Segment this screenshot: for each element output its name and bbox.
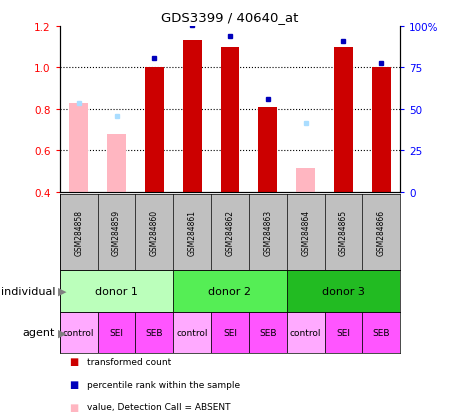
Text: GSM284864: GSM284864 [301, 209, 309, 255]
Text: value, Detection Call = ABSENT: value, Detection Call = ABSENT [87, 402, 230, 411]
Text: ■: ■ [69, 356, 78, 366]
Text: GSM284866: GSM284866 [376, 209, 385, 255]
Text: agent: agent [23, 328, 55, 337]
Text: control: control [289, 328, 321, 337]
Bar [371, 68, 390, 192]
Text: GSM284860: GSM284860 [150, 209, 158, 255]
Text: SEI: SEI [109, 328, 123, 337]
Text: SEI: SEI [223, 328, 236, 337]
Text: donor 2: donor 2 [208, 286, 251, 296]
Bar [211, 312, 248, 353]
Text: GSM284859: GSM284859 [112, 209, 121, 255]
Text: GSM284861: GSM284861 [187, 209, 196, 255]
Bar [324, 312, 362, 353]
Text: control: control [176, 328, 207, 337]
Bar [248, 312, 286, 353]
Bar [220, 47, 239, 192]
Bar [258, 107, 277, 192]
Text: donor 3: donor 3 [321, 286, 364, 296]
Text: GSM284862: GSM284862 [225, 209, 234, 255]
Text: individual: individual [1, 286, 55, 296]
Text: SEB: SEB [258, 328, 276, 337]
Bar [173, 271, 286, 312]
Text: ▶: ▶ [58, 286, 67, 296]
Text: SEB: SEB [372, 328, 389, 337]
Bar [135, 312, 173, 353]
Bar [107, 134, 126, 192]
Bar [286, 312, 324, 353]
Text: SEI: SEI [336, 328, 350, 337]
Text: SEB: SEB [146, 328, 163, 337]
Text: transformed count: transformed count [87, 357, 171, 366]
Text: control: control [63, 328, 94, 337]
Bar [60, 312, 97, 353]
Text: percentile rank within the sample: percentile rank within the sample [87, 380, 240, 389]
Text: ▶: ▶ [58, 328, 67, 337]
Bar [69, 103, 88, 192]
Text: ■: ■ [69, 379, 78, 389]
Bar [286, 271, 399, 312]
Bar [97, 312, 135, 353]
Text: GSM284865: GSM284865 [338, 209, 347, 255]
Title: GDS3399 / 40640_at: GDS3399 / 40640_at [161, 11, 298, 24]
Text: donor 1: donor 1 [95, 286, 138, 296]
Bar [333, 47, 352, 192]
Bar [145, 68, 163, 192]
Bar [296, 168, 314, 192]
Bar [60, 271, 173, 312]
Bar [362, 312, 399, 353]
Text: GSM284858: GSM284858 [74, 209, 83, 255]
Text: ■: ■ [69, 402, 78, 412]
Bar [173, 312, 211, 353]
Text: GSM284863: GSM284863 [263, 209, 272, 255]
Bar [182, 41, 201, 192]
